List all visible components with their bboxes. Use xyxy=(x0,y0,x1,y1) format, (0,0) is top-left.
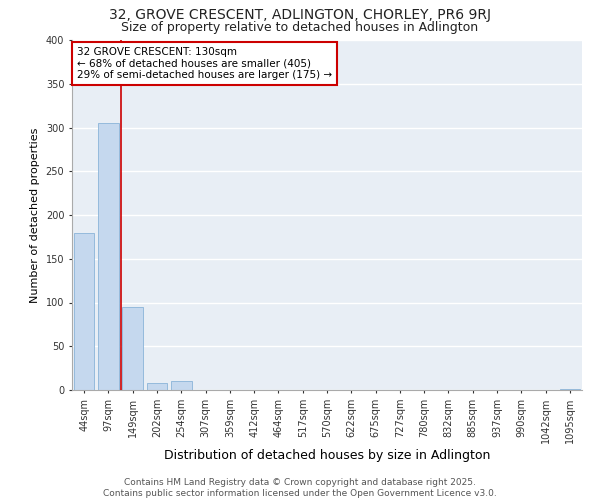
Bar xyxy=(122,307,143,390)
Bar xyxy=(171,381,191,390)
X-axis label: Distribution of detached houses by size in Adlington: Distribution of detached houses by size … xyxy=(164,448,490,462)
Bar xyxy=(98,123,119,390)
Text: 32, GROVE CRESCENT, ADLINGTON, CHORLEY, PR6 9RJ: 32, GROVE CRESCENT, ADLINGTON, CHORLEY, … xyxy=(109,8,491,22)
Bar xyxy=(560,389,580,390)
Y-axis label: Number of detached properties: Number of detached properties xyxy=(30,128,40,302)
Text: Size of property relative to detached houses in Adlington: Size of property relative to detached ho… xyxy=(121,21,479,34)
Text: 32 GROVE CRESCENT: 130sqm
← 68% of detached houses are smaller (405)
29% of semi: 32 GROVE CRESCENT: 130sqm ← 68% of detac… xyxy=(77,47,332,80)
Bar xyxy=(74,232,94,390)
Bar xyxy=(146,383,167,390)
Text: Contains HM Land Registry data © Crown copyright and database right 2025.
Contai: Contains HM Land Registry data © Crown c… xyxy=(103,478,497,498)
